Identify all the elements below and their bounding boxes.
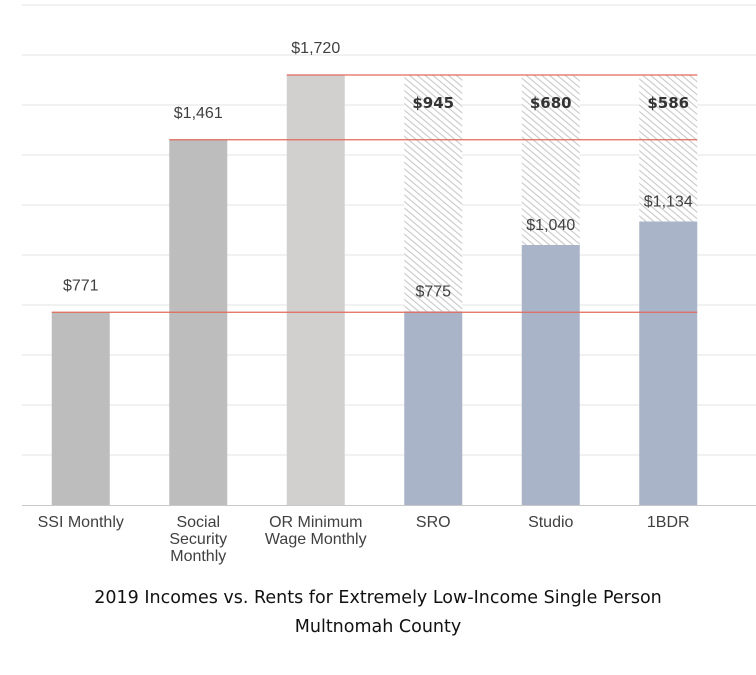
gap-bar (639, 75, 698, 222)
x-tick-label-line: OR Minimum (269, 514, 362, 531)
value-label: $1,040 (526, 217, 575, 234)
x-tick-label-line: SRO (416, 514, 451, 531)
x-tick-label-line: SSI Monthly (38, 514, 124, 531)
value-label: $775 (415, 283, 451, 300)
x-tick-label-line: Monthly (170, 548, 226, 565)
chart-title-line-2: Multnomah County (294, 617, 462, 637)
gap-label: $945 (412, 94, 454, 112)
gap-label: $680 (530, 94, 572, 112)
x-tick-label: OR Minimum Wage Monthly (265, 514, 367, 548)
value-label: $1,461 (174, 105, 223, 122)
gap-bar (404, 75, 463, 312)
x-tick-label: SSI Monthly (38, 514, 124, 531)
gridlines (22, 4, 756, 456)
bars (51, 75, 698, 505)
x-tick-label-line: 1BDR (647, 514, 690, 531)
reference-lines (51, 74, 698, 313)
bar (521, 245, 580, 505)
x-tick-label-line: Security (169, 531, 227, 548)
data-labels: $771 $1,461 $1,720 $775 $945 $1,040 $680 $1,134… (63, 40, 693, 300)
x-tick-label: SRO (416, 514, 451, 531)
x-tick-label-line: Wage Monthly (265, 531, 367, 548)
x-tick-label: Social Security Monthly (169, 514, 227, 565)
chart-title: 2019 Incomes vs. Rents for Extremely Low… (0, 584, 756, 642)
x-tick-label: Studio (528, 514, 573, 531)
gap-bar (521, 75, 580, 245)
bar (169, 139, 228, 505)
bar (639, 221, 698, 505)
value-label: $771 (63, 277, 99, 294)
value-label: $1,134 (644, 194, 693, 211)
gap-label: $586 (647, 94, 689, 112)
x-tick-label: 1BDR (647, 514, 690, 531)
value-label: $1,720 (291, 40, 340, 57)
income-vs-rent-chart: $771 $1,461 $1,720 $775 $945 $1,040 $680 $1,134… (22, 4, 756, 565)
x-axis: SSI Monthly Social Security Monthly OR Minim… (22, 505, 756, 565)
x-tick-label-line: Studio (528, 514, 573, 531)
bar (51, 312, 110, 505)
chart-title-line-1: 2019 Incomes vs. Rents for Extremely Low… (94, 588, 662, 608)
bar (286, 75, 345, 505)
x-tick-label-line: Social (176, 514, 220, 531)
bar (404, 311, 463, 505)
